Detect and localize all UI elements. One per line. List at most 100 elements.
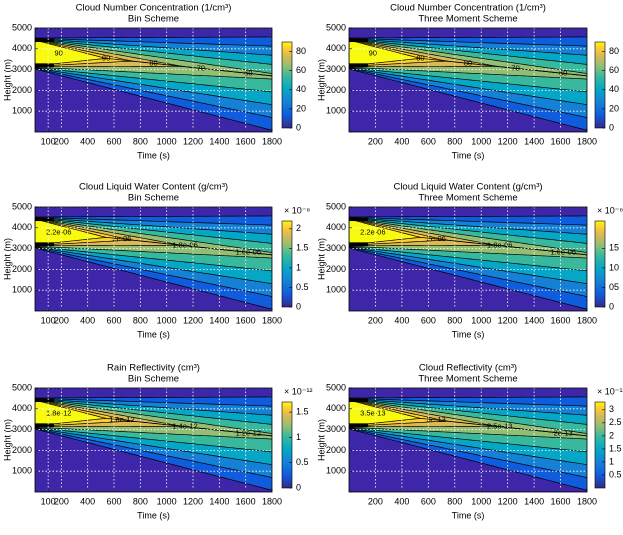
x-tick-label: 100 (41, 136, 56, 146)
dark-band (349, 63, 369, 67)
contour-label: 90 (369, 48, 377, 57)
x-tick-label: 1600 (551, 496, 571, 506)
x-tick-label: 1200 (183, 315, 203, 325)
y-tick-label: 1000 (326, 285, 346, 295)
y-tick-label: 3000 (326, 64, 346, 74)
x-tick-label: 200 (54, 496, 69, 506)
contour-label: 2e-06 (427, 234, 446, 243)
y-tick-label: 1000 (326, 466, 346, 476)
y-tick-label: 2000 (326, 445, 346, 455)
colorbar-tick-label: 1 (296, 432, 301, 442)
x-tick-label: 100 (41, 496, 56, 506)
colorbar-tick-label: 1 (609, 456, 614, 466)
x-tick-label: 800 (133, 496, 148, 506)
x-tick-label: 400 (80, 496, 95, 506)
dark-band (349, 38, 369, 43)
x-tick-label: 800 (447, 496, 462, 506)
colorbar-tick-label: 05 (609, 282, 619, 292)
contour-band (35, 398, 272, 440)
x-tick-label: 400 (394, 136, 409, 146)
y-tick-label: 5000 (12, 201, 32, 211)
x-tick-label: 1800 (577, 315, 597, 325)
chart-subtitle: Three Moment Scheme (418, 374, 517, 385)
contour-label: 70 (511, 63, 519, 72)
x-tick-label: 1000 (157, 496, 177, 506)
contour-label: 1.6e-06 (550, 247, 575, 256)
colorbar-tick-label: 80 (609, 46, 619, 56)
chart-subtitle: Bin Scheme (128, 193, 179, 204)
panel: 2.2e-06 2e-06 1.8e-06 1.6e-06 200 400 600 800 10… (316, 182, 623, 340)
y-tick-label: 4000 (12, 403, 32, 413)
y-tick-label: 2000 (326, 85, 346, 95)
contour-label: 2.2e-06 (360, 227, 385, 236)
x-tick-label: 800 (133, 136, 148, 146)
contour-label: 90 (55, 48, 63, 57)
contour-label: 1.8e-06 (487, 241, 512, 250)
x-tick-label: 1400 (524, 315, 544, 325)
y-tick-label: 5000 (12, 22, 32, 32)
y-tick-label: 2000 (12, 264, 32, 274)
plot-frame (34, 27, 273, 133)
chart-subtitle: Three Moment Scheme (418, 193, 517, 204)
y-tick-label: 1000 (12, 285, 32, 295)
y-tick-label: 4000 (326, 222, 346, 232)
colorbar-tick-label: 0 (609, 301, 614, 311)
dark-band (349, 242, 369, 246)
y-tick-label: 4000 (12, 222, 32, 232)
contour-label: 90 (102, 53, 110, 62)
colorbar-tick-label: 0 (296, 122, 301, 132)
colorbar-tick-label: 40 (296, 84, 306, 94)
y-tick-label: 2000 (12, 445, 32, 455)
contour-field (35, 36, 272, 131)
contour-label: 1.2e-12 (236, 428, 261, 437)
colorbar-tick-label: 80 (296, 46, 306, 56)
dark-band (35, 423, 54, 427)
x-tick-label: 1400 (209, 315, 229, 325)
dark-band (35, 242, 54, 246)
colorbar-tick-label: 1.5 (609, 443, 622, 453)
chart-subtitle: Three Moment Scheme (418, 14, 517, 25)
panel: 3.5e-13 3e-13 2.5e-13 2e-13 200 400 600 800 1000… (316, 363, 623, 521)
x-axis-label: Time (s) (452, 510, 485, 520)
colorbar-label: × 10⁻⁶ (597, 205, 623, 215)
contour-label: 1.4e-12 (172, 422, 197, 431)
x-tick-label: 1000 (471, 315, 491, 325)
plot-frame (348, 387, 588, 493)
colorbar-tick-label: 0.5 (296, 457, 309, 467)
contour-label: 70 (197, 63, 205, 72)
x-tick-label: 600 (421, 496, 436, 506)
x-tick-label: 1800 (577, 136, 597, 146)
x-tick-label: 1200 (498, 136, 518, 146)
contour-label: 60 (244, 68, 252, 77)
colorbar (281, 220, 293, 308)
y-tick-label: 5000 (326, 382, 346, 392)
x-tick-label: 1800 (262, 315, 282, 325)
x-tick-label: 400 (80, 136, 95, 146)
x-tick-label: 200 (54, 315, 69, 325)
x-tick-label: 600 (421, 136, 436, 146)
x-tick-label: 1600 (551, 315, 571, 325)
y-tick-label: 1000 (326, 106, 346, 116)
colorbar (594, 41, 606, 129)
x-tick-label: 1600 (236, 315, 256, 325)
colorbar-tick-label: 2 (609, 430, 614, 440)
x-tick-label: 200 (368, 315, 383, 325)
x-tick-label: 1200 (498, 315, 518, 325)
dark-band (35, 38, 54, 43)
contour-band (349, 39, 587, 77)
x-tick-label: 1000 (157, 315, 177, 325)
chart-title: Rain Reflectivity (cm³) (107, 363, 200, 374)
colorbar-tick-label: 0.5 (609, 469, 622, 479)
y-axis-label: Height (m) (2, 59, 12, 101)
contour-label: 1.6e-12 (109, 415, 134, 424)
contour-band (349, 399, 587, 437)
contour-label: 2.2e-06 (46, 227, 71, 236)
x-axis-label: Time (s) (452, 329, 485, 339)
dark-band (35, 217, 54, 222)
x-tick-label: 1400 (209, 136, 229, 146)
x-tick-label: 600 (106, 315, 121, 325)
x-tick-label: 200 (368, 496, 383, 506)
contour-label: 1.8e-06 (172, 241, 197, 250)
